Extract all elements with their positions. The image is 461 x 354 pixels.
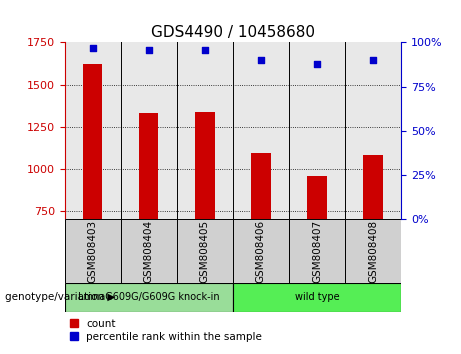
Text: GSM808407: GSM808407	[312, 220, 322, 283]
Text: wild type: wild type	[295, 292, 339, 302]
FancyBboxPatch shape	[65, 283, 233, 312]
FancyBboxPatch shape	[289, 219, 345, 283]
Text: GSM808406: GSM808406	[256, 220, 266, 283]
Point	[201, 47, 208, 52]
Text: LmnaG609G/G609G knock-in: LmnaG609G/G609G knock-in	[78, 292, 219, 302]
Text: GSM808405: GSM808405	[200, 220, 210, 283]
FancyBboxPatch shape	[233, 219, 289, 283]
Bar	[307, 177, 327, 219]
Point	[145, 47, 152, 52]
Legend: count, percentile rank within the sample: count, percentile rank within the sample	[70, 319, 262, 342]
Bar	[83, 64, 102, 219]
Bar	[251, 153, 271, 219]
Bar	[363, 155, 383, 219]
FancyBboxPatch shape	[65, 219, 121, 283]
Bar	[139, 113, 159, 219]
Point	[257, 57, 265, 63]
Title: GDS4490 / 10458680: GDS4490 / 10458680	[151, 25, 315, 40]
Text: GSM808404: GSM808404	[144, 220, 154, 283]
Text: genotype/variation ▶: genotype/variation ▶	[5, 292, 115, 302]
FancyBboxPatch shape	[345, 219, 401, 283]
FancyBboxPatch shape	[121, 219, 177, 283]
FancyBboxPatch shape	[177, 219, 233, 283]
Point	[369, 57, 377, 63]
FancyBboxPatch shape	[233, 283, 401, 312]
Point	[89, 45, 96, 51]
Text: GSM808408: GSM808408	[368, 220, 378, 283]
Bar	[195, 112, 214, 219]
Point	[313, 61, 321, 67]
Text: GSM808403: GSM808403	[88, 220, 98, 283]
